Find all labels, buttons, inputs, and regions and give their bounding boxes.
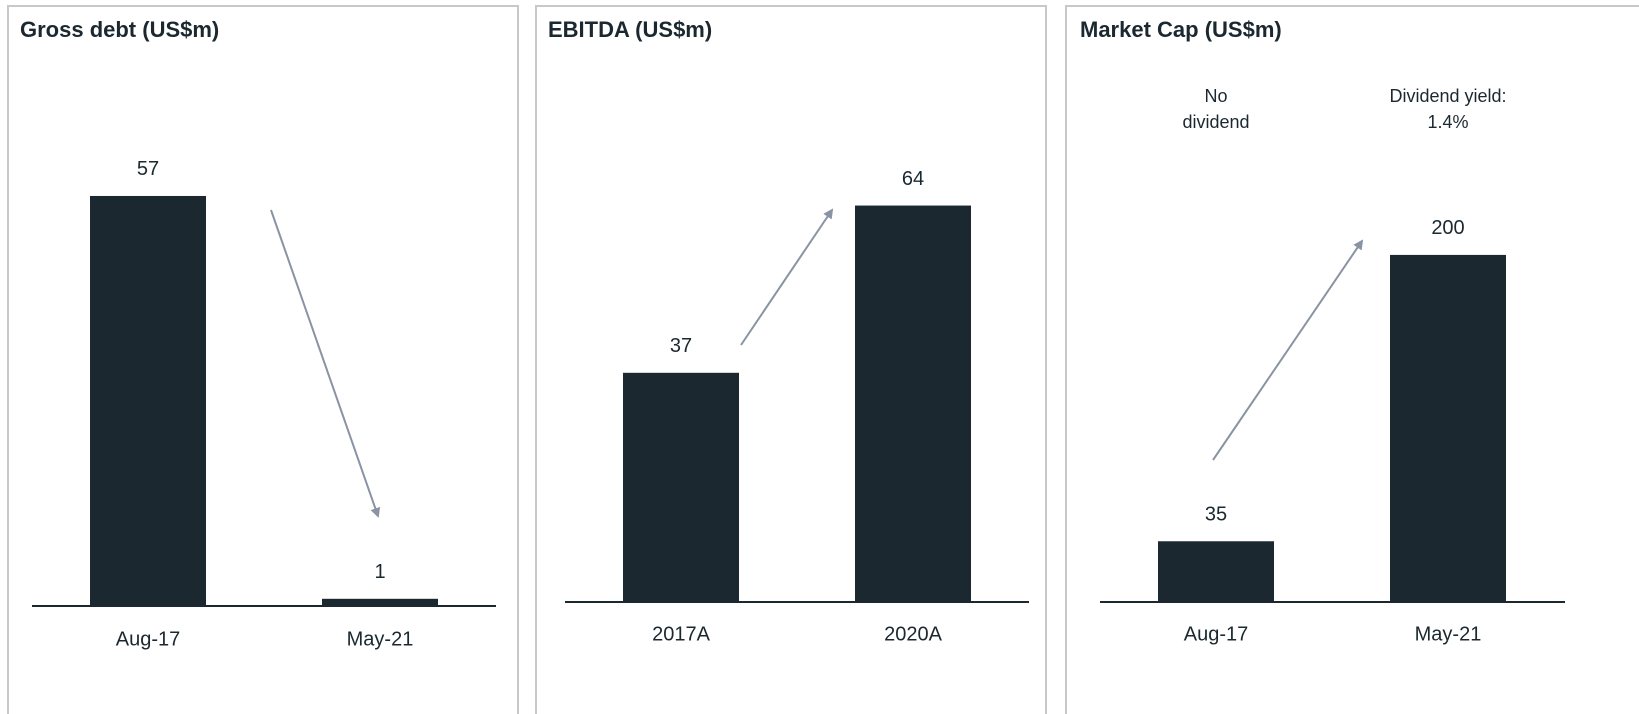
bar <box>623 372 739 602</box>
bar <box>855 205 971 603</box>
bar <box>90 195 206 606</box>
x-tick-label: Aug-17 <box>1184 623 1249 645</box>
chart-title: EBITDA (US$m) <box>548 17 712 42</box>
value-label: 1 <box>374 561 385 583</box>
value-label: 37 <box>670 335 692 357</box>
value-label: 35 <box>1205 504 1227 526</box>
annotation: Dividend yield: <box>1389 86 1506 106</box>
annotation: 1.4% <box>1427 112 1468 132</box>
x-tick-label: Aug-17 <box>116 628 181 650</box>
value-label: 57 <box>137 158 159 180</box>
chart-title: Gross debt (US$m) <box>20 17 219 42</box>
arrow <box>740 208 834 346</box>
panel <box>1065 5 1639 714</box>
bar <box>1158 541 1274 602</box>
annotation: dividend <box>1182 112 1249 132</box>
panel <box>535 5 1047 714</box>
annotation: No <box>1204 86 1227 106</box>
chart-title: Market Cap (US$m) <box>1080 17 1282 42</box>
bar <box>322 598 438 606</box>
x-tick-label: 2017A <box>652 623 710 645</box>
bar <box>1390 254 1506 603</box>
x-tick-label: May-21 <box>347 628 414 650</box>
arrow <box>1212 239 1364 461</box>
x-tick-label: 2020A <box>884 623 942 645</box>
x-tick-label: May-21 <box>1415 623 1482 645</box>
panel <box>7 5 519 714</box>
value-label: 64 <box>902 168 924 190</box>
arrow <box>270 209 381 518</box>
value-label: 200 <box>1431 217 1464 239</box>
